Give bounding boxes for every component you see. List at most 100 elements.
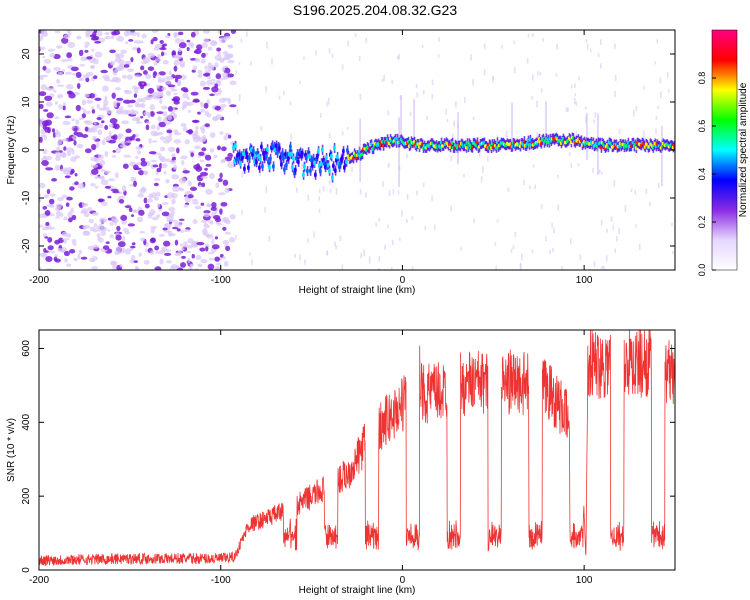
noise-speckle [201, 219, 208, 224]
ridge-core [316, 148, 320, 154]
noise-speckle [453, 120, 455, 127]
noise-speckle [184, 139, 190, 145]
noise-speckle [174, 252, 182, 257]
noise-speckle [329, 180, 331, 185]
noise-speckle [104, 35, 111, 40]
noise-speckle [510, 248, 513, 254]
snr-y-tick-label: 200 [21, 487, 32, 504]
noise-speckle [405, 218, 408, 223]
noise-speckle [216, 222, 223, 226]
noise-speckle [452, 133, 454, 140]
noise-speckle [44, 119, 53, 126]
noise-speckle [156, 111, 164, 115]
noise-speckle [492, 75, 494, 80]
noise-speckle [206, 99, 211, 105]
noise-speckle [121, 120, 130, 125]
snr-series-line [39, 330, 675, 566]
noise-speckle [183, 228, 190, 233]
noise-speckle [70, 66, 79, 72]
noise-speckle [251, 259, 253, 266]
noise-speckle [97, 154, 104, 160]
noise-speckle [290, 133, 292, 140]
noise-speckle [61, 138, 69, 142]
noise-speckle [614, 74, 617, 81]
noise-speckle [204, 110, 210, 117]
noise-speckle [100, 230, 106, 237]
noise-speckle [200, 171, 209, 177]
noise-speckle [161, 211, 170, 217]
noise-speckle [657, 182, 660, 188]
noise-speckle [618, 128, 621, 135]
noise-speckle [204, 167, 208, 171]
noise-speckle [218, 97, 226, 103]
noise-speckle [635, 105, 638, 112]
noise-speckle [192, 65, 198, 71]
noise-speckle [41, 252, 48, 258]
noise-speckle [111, 31, 117, 36]
ridge-core [331, 163, 335, 169]
noise-speckle [472, 116, 475, 121]
noise-speckle [388, 190, 391, 197]
noise-speckle [41, 74, 49, 78]
noise-speckle [54, 164, 61, 171]
noise-speckle [51, 128, 55, 133]
noise-speckle [495, 265, 498, 270]
ridge-streak [545, 101, 547, 142]
noise-speckle [153, 178, 161, 181]
noise-speckle [202, 86, 210, 90]
noise-speckle [143, 170, 149, 175]
noise-speckle [128, 39, 134, 42]
noise-speckle [217, 88, 222, 94]
noise-speckle [153, 96, 160, 100]
noise-speckle [222, 72, 229, 78]
noise-speckle [600, 171, 603, 175]
noise-speckle [135, 138, 141, 142]
noise-speckle [265, 186, 268, 193]
noise-speckle [76, 83, 81, 89]
noise-speckle [666, 72, 669, 78]
noise-speckle [40, 84, 48, 91]
ridge-core [330, 175, 334, 181]
noise-speckle [189, 263, 195, 267]
noise-speckle [132, 209, 137, 213]
noise-speckle [118, 133, 124, 138]
noise-speckle [162, 240, 171, 247]
noise-speckle [223, 67, 231, 74]
noise-speckle [63, 34, 71, 40]
noise-speckle [61, 194, 68, 199]
ridge-core [308, 168, 312, 174]
noise-speckle [145, 73, 152, 79]
noise-speckle [69, 248, 76, 254]
noise-speckle [181, 105, 185, 111]
noise-speckle [406, 153, 408, 159]
noise-speckle [64, 175, 71, 179]
noise-speckle [654, 61, 657, 65]
noise-speckle [93, 157, 98, 162]
noise-speckle [171, 54, 180, 59]
noise-speckle [180, 155, 188, 160]
noise-speckle [137, 193, 145, 198]
noise-speckle [156, 84, 160, 89]
noise-speckle [68, 92, 76, 99]
noise-speckle [159, 98, 163, 105]
noise-speckle [241, 171, 244, 178]
ridge-streak [413, 99, 415, 149]
noise-speckle [101, 201, 108, 207]
spectrogram-x-tick-label: -200 [29, 275, 49, 286]
noise-speckle [160, 51, 165, 57]
noise-speckle [166, 219, 175, 222]
noise-speckle [660, 91, 662, 99]
noise-speckle [557, 204, 560, 211]
noise-speckle [136, 31, 140, 38]
noise-speckle [153, 182, 159, 187]
noise-speckle [218, 192, 226, 196]
noise-speckle [200, 202, 205, 206]
noise-speckle [171, 50, 177, 57]
noise-speckle [227, 44, 234, 49]
noise-speckle [39, 182, 46, 189]
noise-speckle [218, 78, 226, 81]
noise-speckle [551, 222, 553, 228]
noise-speckle [152, 164, 159, 168]
noise-speckle [166, 90, 172, 96]
noise-speckle [176, 228, 181, 232]
